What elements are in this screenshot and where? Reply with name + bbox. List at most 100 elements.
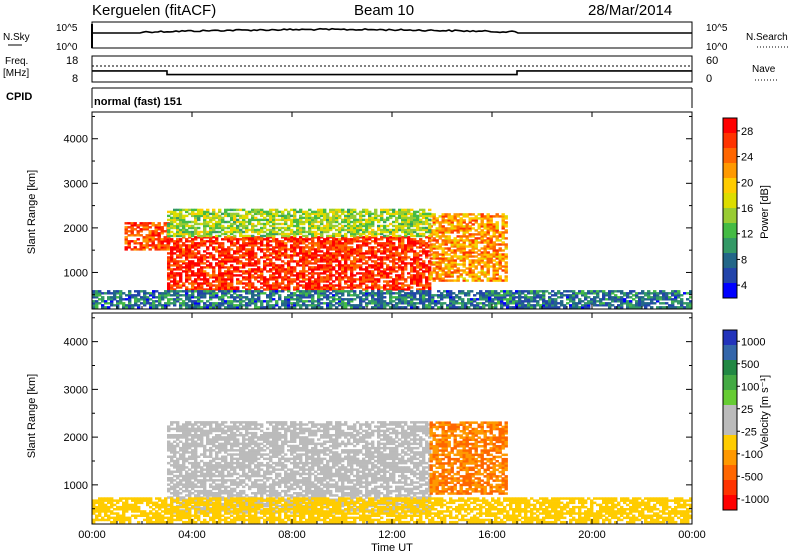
- heatmap-cell: [125, 306, 129, 309]
- heatmap-cell: [410, 216, 414, 220]
- heatmap-cell: [593, 296, 597, 299]
- heatmap-cell: [245, 290, 249, 293]
- heatmap-cell: [365, 288, 369, 291]
- heatmap-cell: [191, 264, 195, 267]
- heatmap-cell: [492, 231, 496, 234]
- heatmap-cell: [136, 224, 140, 227]
- heatmap-cell: [236, 290, 240, 293]
- heatmap-cell: [524, 306, 528, 309]
- heatmap-cell: [233, 304, 237, 307]
- heatmap-cell: [161, 298, 165, 301]
- heatmap-cell: [407, 304, 411, 307]
- heatmap-cell: [230, 294, 234, 297]
- heatmap-cell: [329, 302, 333, 305]
- heatmap-cell: [209, 286, 213, 289]
- heatmap-cell: [200, 262, 204, 265]
- heatmap-cell: [674, 306, 678, 309]
- heatmap-cell: [182, 224, 186, 228]
- heatmap-cell: [338, 296, 342, 299]
- heatmap-cell: [365, 274, 369, 277]
- heatmap-cell: [200, 238, 204, 241]
- heatmap-cell: [221, 224, 225, 228]
- heatmap-cell: [380, 236, 384, 239]
- heatmap-cell: [221, 292, 225, 295]
- heatmap-cell: [260, 286, 264, 289]
- heatmap-cell: [305, 262, 309, 265]
- heatmap-cell: [200, 208, 204, 212]
- heatmap-cell: [182, 434, 186, 437]
- heatmap-cell: [452, 304, 456, 307]
- heatmap-cell: [572, 296, 576, 299]
- heatmap-cell: [518, 296, 522, 299]
- heatmap-cell: [323, 294, 327, 297]
- heatmap-cell: [230, 254, 234, 257]
- heatmap-cell: [230, 218, 234, 222]
- heatmap-cell: [395, 254, 399, 257]
- heatmap-cell: [539, 294, 543, 297]
- heatmap-cell: [492, 277, 496, 280]
- heatmap-cell: [179, 498, 183, 501]
- heatmap-cell: [441, 267, 445, 270]
- heatmap-cell: [257, 208, 261, 212]
- heatmap-cell: [401, 290, 405, 293]
- heatmap-cell: [311, 300, 315, 303]
- heatmap-cell: [629, 304, 633, 307]
- heatmap-cell: [245, 292, 249, 295]
- heatmap-cell: [650, 300, 654, 303]
- heatmap-cell: [158, 296, 162, 299]
- heatmap-cell: [296, 274, 300, 277]
- heatmap-cell: [287, 214, 291, 218]
- heatmap-cell: [248, 284, 252, 287]
- heatmap-cell: [152, 304, 156, 307]
- heatmap-cell: [164, 290, 168, 293]
- heatmap-cell: [173, 244, 177, 247]
- heatmap-cell: [260, 208, 264, 212]
- heatmap-cell: [290, 224, 294, 228]
- heatmap-cell: [447, 257, 451, 260]
- heatmap-cell: [139, 230, 143, 233]
- heatmap-cell: [278, 290, 282, 293]
- heatmap-cell: [465, 223, 469, 226]
- heatmap-cell: [248, 234, 252, 238]
- heatmap-cell: [353, 298, 357, 301]
- heatmap-cell: [275, 276, 279, 279]
- heatmap-cell: [474, 273, 478, 276]
- heatmap-cell: [224, 226, 228, 230]
- heatmap-cell: [401, 222, 405, 226]
- heatmap-cell: [566, 296, 570, 299]
- heatmap-cell: [432, 257, 436, 260]
- heatmap-cell: [329, 248, 333, 251]
- heatmap-cell: [504, 237, 508, 240]
- heatmap-cell: [254, 304, 258, 307]
- heatmap-cell: [641, 296, 645, 299]
- heatmap-cell: [359, 286, 363, 289]
- heatmap-cell: [377, 220, 381, 224]
- heatmap-cell: [167, 210, 171, 214]
- heatmap-cell: [221, 278, 225, 281]
- heatmap-cell: [438, 273, 442, 276]
- heatmap-cell: [332, 240, 336, 243]
- heatmap-cell: [170, 258, 174, 261]
- heatmap-cell: [326, 280, 330, 283]
- heatmap-cell: [179, 234, 183, 238]
- heatmap-cell: [305, 270, 309, 273]
- heatmap-cell: [167, 298, 171, 301]
- heatmap-cell: [416, 290, 420, 293]
- heatmap-cell: [173, 210, 177, 214]
- heatmap-cell: [236, 258, 240, 261]
- heatmap-cell: [329, 236, 333, 239]
- heatmap-cell: [290, 238, 294, 241]
- heatmap-cell: [143, 294, 147, 297]
- heatmap-cell: [362, 268, 366, 271]
- heatmap-cell: [338, 216, 342, 220]
- heatmap-cell: [170, 288, 174, 291]
- heatmap-cell: [173, 234, 177, 238]
- heatmap-cell: [305, 290, 309, 293]
- heatmap-cell: [266, 248, 270, 251]
- heatmap-cell: [599, 290, 603, 293]
- heatmap-cell: [392, 268, 396, 271]
- heatmap-cell: [480, 213, 484, 216]
- heatmap-cell: [224, 208, 228, 212]
- heatmap-cell: [350, 272, 354, 275]
- heatmap-cell: [206, 236, 210, 239]
